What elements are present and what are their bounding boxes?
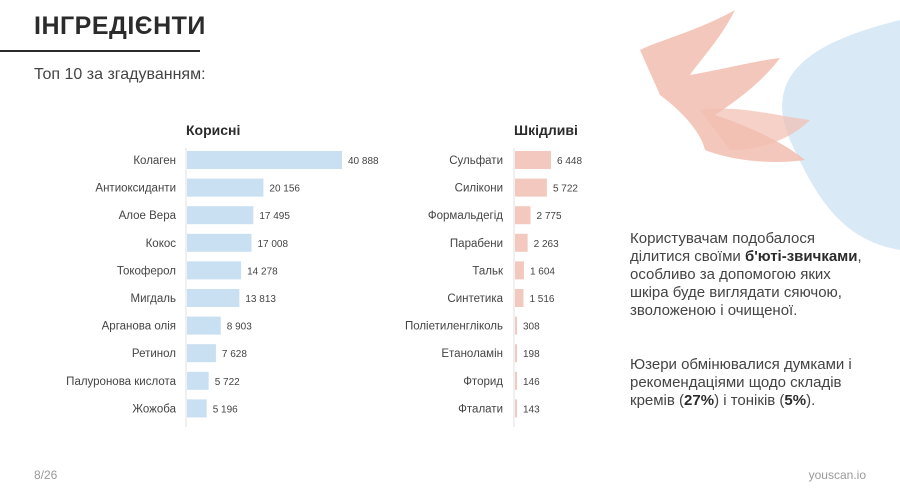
harmful-value-label-2: 2 775 xyxy=(536,211,561,222)
harmful-category-label-5: Синтетика xyxy=(447,293,503,305)
useful-value-label-1: 20 156 xyxy=(269,184,300,195)
harmful-value-label-1: 5 722 xyxy=(553,184,578,195)
useful-bar-3 xyxy=(187,233,252,252)
useful-category-label-5: Мигдаль xyxy=(131,293,177,305)
useful-bar-6 xyxy=(187,316,221,335)
harmful-value-label-7: 198 xyxy=(523,349,540,360)
useful-value-label-0: 40 888 xyxy=(348,156,379,167)
harmful-value-label-0: 6 448 xyxy=(557,156,582,167)
useful-category-label-8: Палуронова кислота xyxy=(66,376,176,388)
harmful-category-label-2: Формальдегід xyxy=(428,210,503,222)
useful-value-label-4: 14 278 xyxy=(247,266,278,277)
useful-category-label-9: Жожоба xyxy=(132,403,176,415)
useful-bar-0 xyxy=(187,151,342,169)
useful-value-label-6: 8 903 xyxy=(227,322,252,333)
harmful-category-label-3: Парабени xyxy=(450,238,503,250)
useful-chart-title: Корисні xyxy=(186,122,241,138)
page-subtitle: Топ 10 за згадуванням: xyxy=(34,66,206,83)
harmful-bar-3 xyxy=(515,233,528,252)
harmful-bar-6 xyxy=(515,316,517,335)
harmful-bar-0 xyxy=(515,151,551,169)
desc2-part-c: ) і тоніків ( xyxy=(714,392,785,409)
desc2-part-e: ). xyxy=(806,392,816,409)
harmful-category-label-9: Фталати xyxy=(458,403,503,415)
useful-category-label-4: Токоферол xyxy=(117,265,176,277)
page-number: 8/26 xyxy=(34,468,58,482)
harmful-bar-7 xyxy=(515,344,517,363)
useful-category-label-1: Антиоксиданти xyxy=(95,183,176,195)
useful-value-label-5: 13 813 xyxy=(245,294,276,305)
useful-category-label-6: Арганова олія xyxy=(102,321,176,333)
harmful-bar-5 xyxy=(515,289,524,307)
useful-value-label-7: 7 628 xyxy=(222,349,247,360)
useful-category-label-2: Алое Вера xyxy=(119,210,177,222)
harmful-value-label-3: 2 263 xyxy=(534,239,559,250)
harmful-value-label-5: 1 516 xyxy=(529,294,554,305)
harmful-value-label-8: 146 xyxy=(523,377,540,388)
title-underline xyxy=(0,50,200,52)
useful-value-label-8: 5 722 xyxy=(215,377,240,388)
description-paragraph-1: Користувачам подобалося ділитися своїми … xyxy=(630,230,862,320)
description-paragraph-2: Юзери обмінювалися думками і рекомендаці… xyxy=(630,356,862,410)
brand-footer: youscan.io xyxy=(808,468,866,482)
desc2-part-a: Юзери обмінювалися думками і рекомендаці… xyxy=(630,356,852,409)
useful-category-label-3: Кокос xyxy=(146,238,177,250)
useful-category-label-0: Колаген xyxy=(133,155,176,167)
desc2-tonics-percent: 5% xyxy=(784,392,807,409)
useful-bar-8 xyxy=(187,371,209,390)
useful-category-label-7: Ретинол xyxy=(132,348,176,360)
harmful-category-label-8: Фторид xyxy=(463,376,503,388)
useful-value-label-2: 17 495 xyxy=(259,211,290,222)
harmful-category-label-7: Етаноламін xyxy=(441,348,503,360)
harmful-bar-9 xyxy=(515,399,517,418)
useful-bar-9 xyxy=(187,399,207,418)
desc1-part-c: , особливо за допомогою яких шкіра буде … xyxy=(630,248,862,319)
desc1-highlight: б'юті-звичками xyxy=(744,248,858,265)
useful-value-label-9: 5 196 xyxy=(213,404,238,415)
desc2-creams-percent: 27% xyxy=(684,392,715,409)
useful-value-label-3: 17 008 xyxy=(257,239,288,250)
harmful-bar-4 xyxy=(515,261,524,280)
harmful-bar-2 xyxy=(515,206,531,225)
useful-bar-2 xyxy=(187,206,254,225)
useful-bar-4 xyxy=(187,261,242,280)
harmful-value-label-6: 308 xyxy=(523,322,540,333)
useful-bar-5 xyxy=(187,289,240,307)
page-title: ІНГРЕДІЄНТИ xyxy=(34,12,206,40)
useful-bar-7 xyxy=(187,344,216,363)
harmful-chart-title: Шкідливі xyxy=(514,122,578,138)
harmful-value-label-4: 1 604 xyxy=(530,266,555,277)
harmful-category-label-0: Сульфати xyxy=(449,155,503,167)
desc1-part-a: Користувачам подобалося ділитися своїми xyxy=(630,230,815,265)
harmful-bar-8 xyxy=(515,371,517,390)
harmful-bar-1 xyxy=(515,178,547,197)
useful-bar-1 xyxy=(187,178,264,197)
harmful-value-label-9: 143 xyxy=(523,404,540,415)
harmful-category-label-6: Поліетиленгліколь xyxy=(405,321,503,333)
harmful-category-label-1: Силікони xyxy=(455,183,503,195)
harmful-category-label-4: Тальк xyxy=(472,265,504,277)
